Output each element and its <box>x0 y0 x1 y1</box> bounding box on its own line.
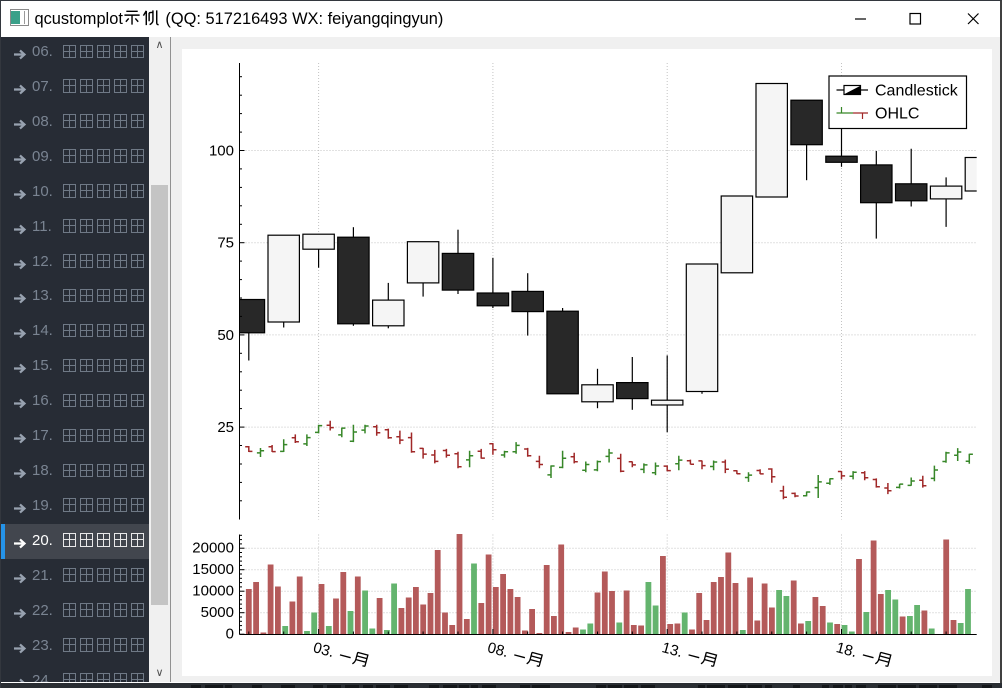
svg-text:18.: 18. <box>834 639 859 661</box>
svg-text:10000: 10000 <box>192 582 234 599</box>
svg-text:100: 100 <box>209 142 234 159</box>
svg-text:0: 0 <box>226 625 234 642</box>
svg-text:03.: 03. <box>311 639 336 661</box>
svg-text:50: 50 <box>217 327 234 344</box>
svg-text:15000: 15000 <box>192 561 234 578</box>
svg-text:25: 25 <box>217 419 234 436</box>
svg-text:Candlestick: Candlestick <box>875 82 959 99</box>
svg-text:OHLC: OHLC <box>875 105 919 122</box>
svg-text:5000: 5000 <box>201 604 234 621</box>
svg-text:08.: 08. <box>486 639 511 661</box>
svg-text:13.: 13. <box>660 639 685 661</box>
svg-text:75: 75 <box>217 235 234 252</box>
svg-text:20000: 20000 <box>192 539 234 556</box>
